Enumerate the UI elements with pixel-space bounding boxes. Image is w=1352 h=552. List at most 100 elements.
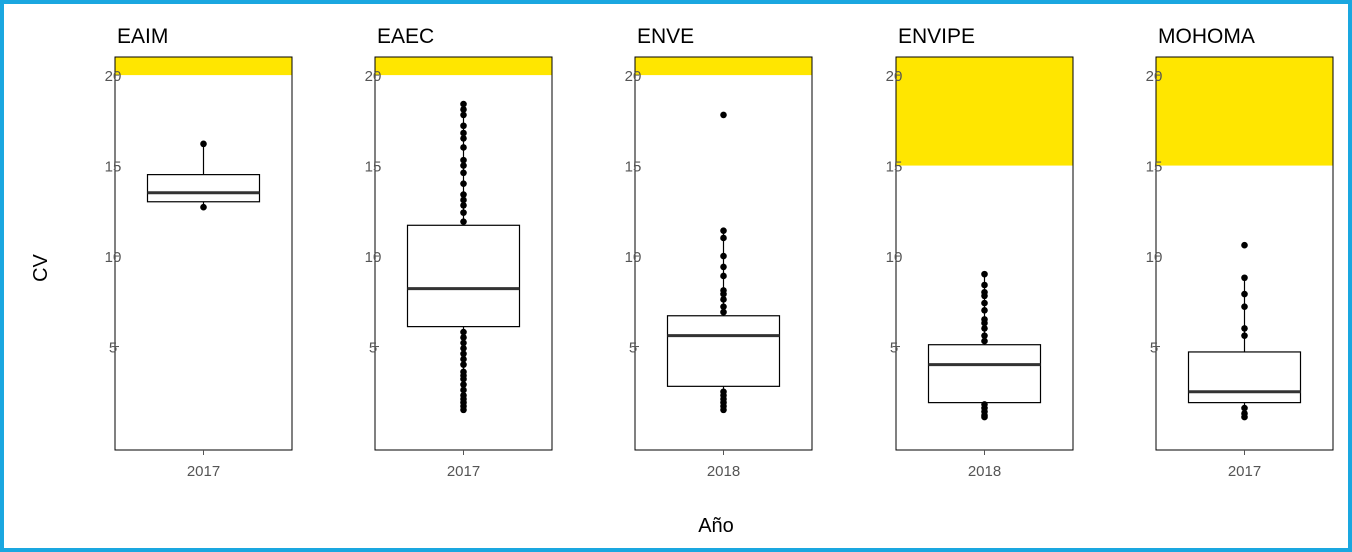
outlier-point [720, 263, 727, 271]
y-tick-label: 20 [105, 68, 122, 85]
y-tick-label: 10 [365, 249, 382, 266]
outlier-point [460, 111, 467, 119]
outlier-point [720, 111, 727, 119]
y-tick-label: 20 [365, 68, 382, 85]
y-tick-label: 15 [105, 159, 122, 176]
y-tick-label: 20 [1146, 68, 1163, 85]
outlier-point [1241, 404, 1248, 412]
outlier-point [981, 401, 988, 408]
outlier-point [200, 203, 207, 211]
panel-title: ENVE [637, 25, 694, 48]
y-tick-label: 15 [365, 159, 382, 176]
outlier-point [460, 209, 467, 216]
outlier-point [460, 355, 467, 363]
outlier-point [720, 308, 727, 316]
highlight-band [635, 57, 812, 76]
panel-eaim: EAIM 5 10 15 20 2017 [105, 25, 293, 480]
y-tick-label: 5 [369, 340, 377, 357]
outlier-point [460, 345, 467, 352]
highlight-band [1156, 57, 1333, 166]
outlier-point [460, 368, 467, 376]
outlier-point [981, 281, 988, 289]
outlier-point [720, 388, 727, 396]
outlier-point [460, 144, 467, 151]
outlier-point [460, 392, 467, 399]
box [406, 224, 521, 328]
outlier-point [460, 202, 467, 209]
box [927, 344, 1042, 404]
y-tick-label: 5 [109, 340, 117, 357]
panel-border [114, 56, 293, 451]
outlier-point [460, 339, 467, 347]
y-tick-label: 10 [886, 249, 903, 266]
outlier-point [1241, 332, 1248, 339]
panel-eaec: EAEC 5 10 15 20 2017 [365, 25, 553, 480]
outlier-point [1241, 303, 1248, 311]
y-tick-label: 5 [1150, 340, 1158, 357]
y-tick-label: 20 [886, 68, 903, 85]
outlier-point [460, 196, 467, 204]
outlier-point [460, 328, 467, 336]
outlier-point [981, 332, 988, 339]
y-axis-label: CV [30, 253, 52, 281]
outlier-point [460, 191, 467, 198]
x-tick-label: 2017 [187, 463, 220, 480]
y-tick-label: 10 [1146, 249, 1163, 266]
outlier-point [981, 270, 988, 278]
y-tick-label: 20 [625, 68, 642, 85]
outlier-point [1241, 325, 1248, 332]
outlier-point [460, 156, 467, 164]
outlier-point [720, 234, 727, 242]
outlier-point [981, 316, 988, 323]
outlier-point [981, 325, 988, 332]
panels: EAIM 5 10 15 20 2017 EAEC 5 10 15 20 2017 ENVE 5 10 15 2… [105, 25, 1334, 480]
x-axis-label: Año [698, 515, 734, 537]
outlier-point [981, 337, 988, 345]
y-tick-label: 15 [1146, 159, 1163, 176]
y-tick-label: 5 [890, 340, 898, 357]
panel-title: EAIM [117, 25, 168, 48]
outlier-point [460, 135, 467, 142]
outlier-point [460, 106, 467, 113]
outlier-point [1241, 290, 1248, 298]
x-tick-label: 2017 [447, 463, 480, 480]
highlight-band [115, 57, 292, 76]
panel-title: MOHOMA [1158, 25, 1255, 48]
box [666, 315, 781, 387]
outlier-point [981, 299, 988, 307]
outlier-point [981, 307, 988, 314]
outlier-point [460, 122, 467, 130]
outlier-point [460, 386, 467, 394]
x-tick-label: 2018 [707, 463, 740, 480]
highlight-band [375, 57, 552, 76]
y-tick-label: 10 [105, 249, 122, 266]
panel-title: ENVIPE [898, 25, 975, 48]
outlier-point [720, 252, 727, 260]
outlier-point [460, 361, 467, 368]
outlier-point [981, 288, 988, 296]
outlier-point [720, 227, 727, 235]
panel-mohoma: MOHOMA 5 10 15 20 2017 [1146, 25, 1334, 480]
y-tick-label: 15 [625, 159, 642, 176]
outlier-point [460, 381, 467, 388]
outlier-point [460, 218, 467, 225]
outlier-point [720, 287, 727, 294]
outlier-point [460, 169, 467, 177]
outlier-point [460, 129, 467, 137]
box [146, 174, 261, 203]
outlier-point [1241, 410, 1248, 417]
outlier-point [720, 303, 727, 311]
panel-envipe: ENVIPE 5 10 15 20 2018 [886, 25, 1074, 480]
x-tick-label: 2017 [1228, 463, 1261, 480]
y-tick-label: 15 [886, 159, 903, 176]
panel-title: EAEC [377, 25, 434, 48]
outlier-point [720, 272, 727, 280]
outlier-point [460, 180, 467, 187]
highlight-band [896, 57, 1073, 166]
y-tick-label: 10 [625, 249, 642, 266]
outlier-point [200, 140, 207, 148]
outlier-point [460, 350, 467, 358]
y-tick-label: 5 [629, 340, 637, 357]
